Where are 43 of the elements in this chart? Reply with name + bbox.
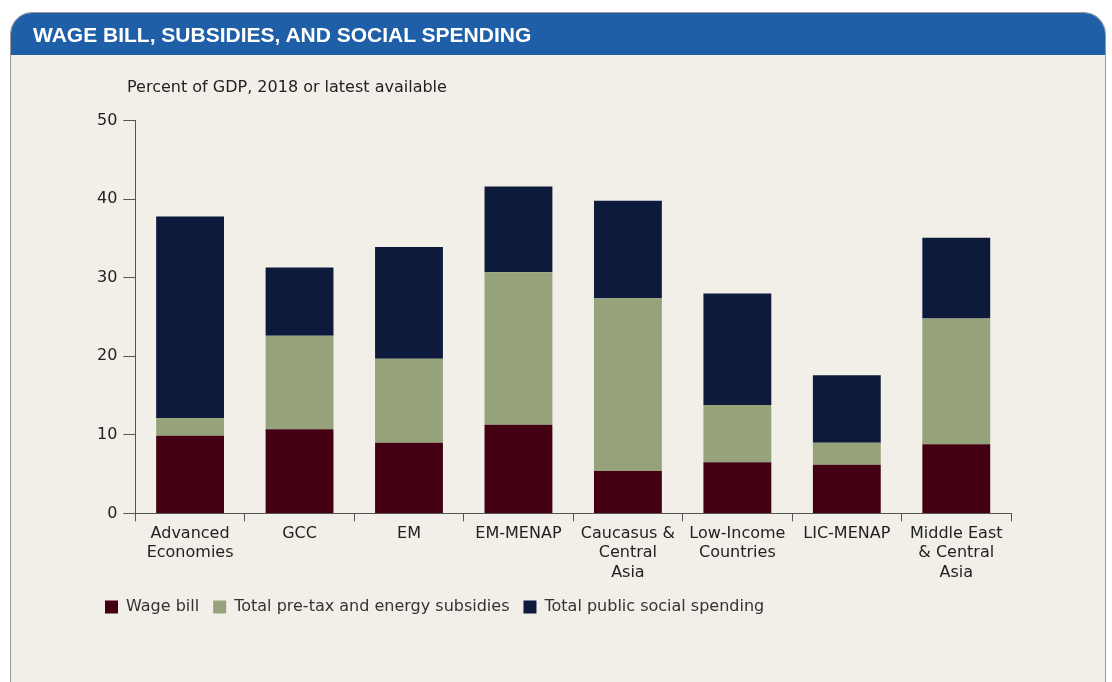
bar xyxy=(484,272,553,425)
x-tick-label: Middle East & Central Asia xyxy=(910,523,1003,581)
bar xyxy=(593,298,662,471)
x-tick-label: Advanced Economies xyxy=(146,523,234,562)
bar xyxy=(265,335,334,430)
bar xyxy=(375,358,443,443)
bar xyxy=(593,200,662,299)
y-tick-label: 0 xyxy=(107,502,118,522)
bar xyxy=(703,404,772,463)
y-tick-label: 30 xyxy=(97,266,118,286)
y-tick-label: 50 xyxy=(97,109,118,129)
bar xyxy=(922,318,991,445)
x-tick-label: EM-MENAP xyxy=(475,523,562,543)
y-tick-label: 10 xyxy=(97,424,118,443)
y-tick-label: 20 xyxy=(97,345,118,365)
legend-label: Total public social spending xyxy=(543,596,765,616)
bar xyxy=(703,293,772,405)
x-tick-label: EM xyxy=(397,523,421,543)
bar xyxy=(156,418,225,436)
chart-title: WAGE BILL, SUBSIDIES, AND SOCIAL SPENDING xyxy=(11,13,1105,55)
y-tick-label: 40 xyxy=(97,188,118,208)
bar xyxy=(156,435,225,513)
y-axis-title: Percent of GDP, 2018 or latest available xyxy=(127,77,447,96)
bar xyxy=(922,444,991,513)
bar xyxy=(265,429,334,513)
bar xyxy=(484,186,553,273)
bar xyxy=(922,237,991,319)
bar xyxy=(265,267,334,336)
x-tick-label: GCC xyxy=(282,523,317,543)
bar xyxy=(812,464,881,513)
bar xyxy=(703,462,772,513)
x-tick-label: LIC-MENAP xyxy=(803,523,891,543)
bar xyxy=(156,216,225,419)
bar xyxy=(375,247,443,359)
x-tick-label: Caucasus & Central Asia xyxy=(580,523,675,581)
bar xyxy=(812,442,881,465)
bar xyxy=(812,375,881,443)
legend-label: Wage bill xyxy=(126,596,200,616)
bar xyxy=(375,442,443,513)
legend-label: Total pre-tax and energy subsidies xyxy=(233,596,510,616)
bar xyxy=(484,424,553,513)
x-tick-label: Low-Income Countries xyxy=(689,523,786,562)
bar xyxy=(593,470,662,513)
